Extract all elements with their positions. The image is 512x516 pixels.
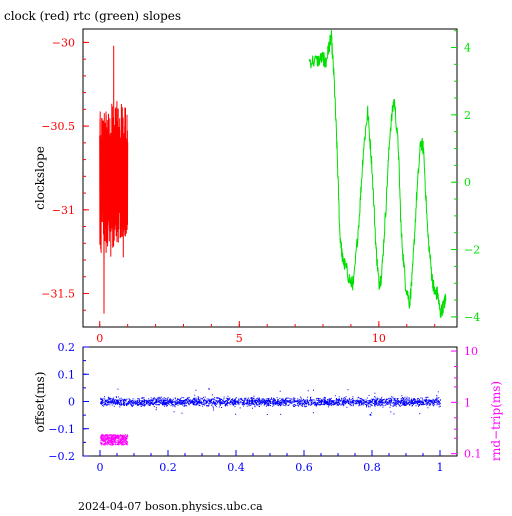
upper-y-tick-label: −31.5 — [41, 288, 75, 301]
blue-offset-points — [100, 388, 441, 416]
upper-right-y-tick-label: −4 — [464, 311, 480, 324]
lower-y-tick-label: −0.2 — [48, 450, 75, 463]
lower-y-tick-label: 0.1 — [58, 368, 76, 381]
lower-y-axis-label: offset(ms) — [33, 372, 47, 433]
green-rtc-slope-series — [308, 29, 447, 319]
lower-y-tick-label: 0 — [68, 396, 75, 409]
lower-x-tick-label: 0.4 — [227, 461, 245, 474]
upper-right-y-tick-label: 4 — [464, 42, 471, 55]
lower-y-tick-label: 0.2 — [58, 341, 76, 354]
upper-x-tick-label: 5 — [236, 332, 243, 345]
upper-x-tick-label: 10 — [372, 332, 386, 345]
lower-right-y-tick-label: 1 — [464, 396, 471, 409]
lower-x-tick-label: 0.8 — [363, 461, 381, 474]
red-clockslope-series — [99, 45, 129, 314]
upper-y-tick-label: −30 — [52, 36, 75, 49]
upper-right-y-tick-label: −2 — [464, 244, 480, 257]
footer-host-date: 2024-04-07 boson.physics.ubc.ca — [78, 500, 263, 512]
lower-y-tick-label: −0.1 — [48, 423, 75, 436]
lower-right-y-tick-label: 0.1 — [464, 448, 482, 461]
chart-title: clock (red) rtc (green) slopes — [4, 9, 181, 23]
upper-series-layer — [99, 29, 447, 319]
lower-right-y-axis-label: rnd−trip(ms) — [489, 381, 503, 461]
upper-y-axis-label: clockslope — [33, 146, 47, 210]
lower-x-tick-label: 1 — [437, 461, 444, 474]
upper-x-tick-label: 0 — [96, 332, 103, 345]
upper-right-y-tick-label: 2 — [464, 109, 471, 122]
magenta-roundtrip-points — [100, 434, 129, 446]
upper-right-y-tick-label: 0 — [464, 176, 471, 189]
upper-y-tick-label: −31 — [52, 204, 75, 217]
upper-y-tick-label: −30.5 — [41, 120, 75, 133]
lower-x-tick-label: 0 — [97, 461, 104, 474]
lower-x-tick-label: 0.6 — [295, 461, 313, 474]
upper-plot-frame — [82, 28, 458, 328]
lower-right-y-tick-label: 10 — [464, 345, 478, 358]
lower-x-tick-label: 0.2 — [159, 461, 177, 474]
lower-series-layer — [100, 388, 441, 446]
